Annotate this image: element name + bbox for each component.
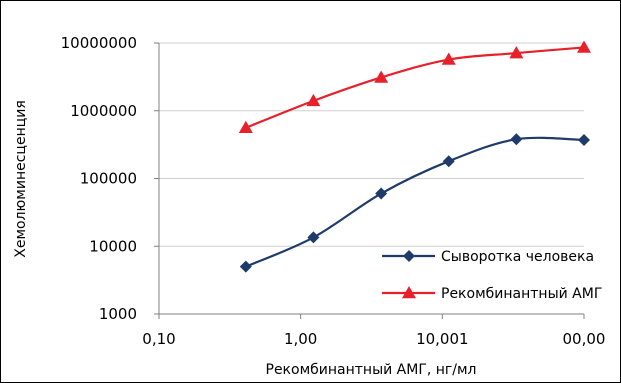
legend-entry-1: Сыворотка человека bbox=[382, 249, 594, 265]
series-line bbox=[245, 136, 585, 268]
y-tick-label: 1000 bbox=[99, 305, 137, 323]
legend-entry-2: Рекомбинантный АМГ bbox=[382, 286, 602, 302]
legend-label: Сыворотка человека bbox=[441, 249, 594, 265]
data-point bbox=[307, 231, 320, 244]
y-tick-label: 10000 bbox=[89, 237, 137, 255]
tick-labels: 1000 10000 100000 1000000 10000000 0,10 1,00 10… bbox=[61, 34, 606, 348]
data-point bbox=[510, 133, 523, 146]
x-tick-label: 00,00 bbox=[563, 330, 606, 348]
legend-marker bbox=[403, 250, 415, 262]
legend: Сыворотка человека Рекомбинантный АМГ bbox=[382, 249, 602, 302]
data-point bbox=[509, 46, 524, 59]
data-point bbox=[375, 187, 388, 200]
legend-label: Рекомбинантный АМГ bbox=[441, 286, 602, 302]
y-tick-label: 10000000 bbox=[61, 34, 137, 52]
axes bbox=[154, 42, 585, 319]
grid bbox=[159, 42, 584, 247]
series-layer bbox=[238, 40, 591, 273]
x-axis-title: Рекомбинантный АМГ, нг/мл bbox=[266, 362, 477, 378]
data-point bbox=[306, 93, 321, 107]
series-2 bbox=[238, 40, 591, 134]
data-point bbox=[578, 134, 590, 147]
data-point bbox=[238, 120, 253, 134]
data-point bbox=[577, 40, 591, 53]
legend-marker bbox=[402, 286, 416, 299]
y-tick-label: 1000000 bbox=[70, 102, 137, 120]
x-tick-label: 1,00 bbox=[284, 330, 317, 348]
x-tick-label: 0,10 bbox=[142, 330, 175, 348]
data-point bbox=[441, 52, 456, 65]
data-point bbox=[374, 70, 389, 83]
series-1 bbox=[239, 133, 590, 273]
data-point bbox=[442, 155, 455, 168]
y-tick-label: 100000 bbox=[80, 170, 137, 188]
y-axis-title: Хемолюминесценция bbox=[13, 100, 29, 258]
series-line bbox=[245, 46, 585, 129]
data-point bbox=[239, 260, 252, 273]
x-tick-label: 10,001 bbox=[416, 330, 469, 348]
